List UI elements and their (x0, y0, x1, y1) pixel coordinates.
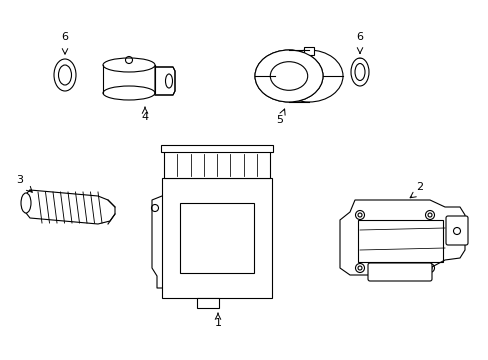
Ellipse shape (21, 193, 31, 213)
FancyBboxPatch shape (367, 263, 431, 281)
Text: 3: 3 (17, 175, 23, 185)
Text: 6: 6 (356, 32, 363, 42)
Polygon shape (155, 67, 175, 95)
Ellipse shape (254, 50, 323, 102)
Text: 4: 4 (141, 112, 148, 122)
Text: 1: 1 (214, 318, 221, 328)
Ellipse shape (350, 58, 368, 86)
Bar (162, 178, 271, 298)
Bar (180, 203, 253, 273)
Polygon shape (22, 190, 115, 224)
Bar (163, 150, 269, 178)
FancyBboxPatch shape (445, 216, 467, 245)
Bar (197, 298, 219, 308)
Text: 5: 5 (276, 115, 283, 125)
Text: 2: 2 (416, 182, 423, 192)
Bar (357, 220, 442, 262)
Bar (304, 47, 313, 55)
Ellipse shape (254, 50, 323, 102)
Text: 6: 6 (61, 32, 68, 42)
Polygon shape (339, 200, 464, 275)
Bar (161, 145, 272, 152)
